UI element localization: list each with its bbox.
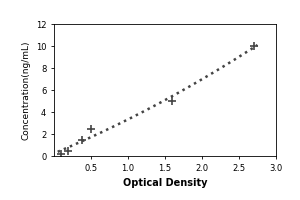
Y-axis label: Concentration(ng/mL): Concentration(ng/mL) [21, 40, 30, 140]
X-axis label: Optical Density: Optical Density [123, 178, 207, 188]
